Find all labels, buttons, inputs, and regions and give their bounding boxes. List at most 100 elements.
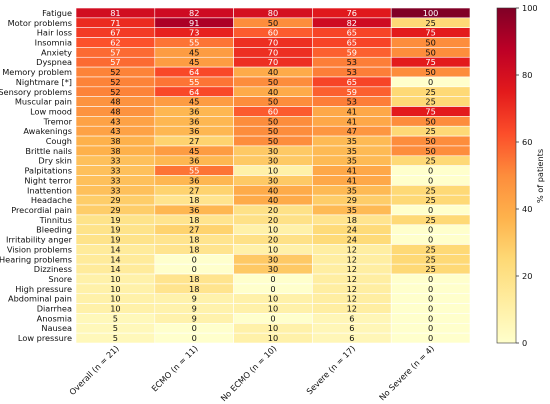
cell-value: 30 <box>268 156 278 166</box>
row-label: Dry skin <box>38 156 72 166</box>
cell-value: 53 <box>347 67 357 77</box>
row-label: Tremor <box>43 116 73 126</box>
colorbar: 0 20 40 60 80 100 % of patients <box>496 3 545 348</box>
cell-value: 41 <box>347 166 357 176</box>
row-label: Muscular pain <box>15 97 72 107</box>
row-label: Abdominal pain <box>8 294 72 304</box>
row-label: Nightmare [*] <box>16 77 72 87</box>
cell-value: 40 <box>268 185 278 195</box>
cell-value: 12 <box>347 244 357 254</box>
row-label: Headache <box>31 195 72 205</box>
cell-value: 0 <box>428 77 433 87</box>
cell-value: 5 <box>113 333 118 343</box>
cell-value: 0 <box>428 205 433 215</box>
cell-value: 50 <box>425 136 435 146</box>
row-label: Low pressure <box>18 333 72 343</box>
cell-value: 10 <box>268 244 278 254</box>
cell-value: 0 <box>192 254 197 264</box>
cell-value: 30 <box>268 264 278 274</box>
cell-value: 50 <box>268 18 278 28</box>
cell-value: 43 <box>110 126 120 136</box>
column-label: Severe (n = 17) <box>304 343 357 396</box>
cell-value: 65 <box>347 28 357 38</box>
cell-value: 41 <box>347 106 357 116</box>
cell-value: 71 <box>110 18 120 28</box>
row-label: Awakenings <box>23 126 72 136</box>
row-label: Cough <box>46 136 72 146</box>
cell-value: 65 <box>347 37 357 47</box>
cell-value: 33 <box>110 175 120 185</box>
cell-value: 36 <box>189 156 199 166</box>
cell-value: 75 <box>425 57 435 67</box>
cell-value: 12 <box>347 264 357 274</box>
cell-value: 0 <box>428 175 433 185</box>
row-label: Nausea <box>41 323 72 333</box>
cell-value: 50 <box>425 146 435 156</box>
column-label: Overall (n = 21) <box>67 343 121 397</box>
cell-value: 25 <box>425 156 435 166</box>
cell-value: 9 <box>192 294 197 304</box>
cell-value: 29 <box>110 195 120 205</box>
cell-value: 52 <box>110 87 120 97</box>
cell-value: 18 <box>189 244 199 254</box>
row-label: Palpitations <box>24 166 72 176</box>
row-label: Memory problem <box>2 67 72 77</box>
column-label: ECMO (n = 11) <box>149 343 199 393</box>
cell-value: 0 <box>428 274 433 284</box>
cell-value: 10 <box>110 294 120 304</box>
cell-value: 18 <box>189 195 199 205</box>
cell-value: 59 <box>347 47 357 57</box>
cell-value: 48 <box>110 97 120 107</box>
cell-value: 41 <box>347 175 357 185</box>
cell-value: 70 <box>268 47 278 57</box>
cell-value: 33 <box>110 166 120 176</box>
cell-value: 6 <box>349 313 354 323</box>
cell-value: 19 <box>110 215 120 225</box>
colorbar-label: % of patients <box>535 149 545 203</box>
cell-value: 6 <box>349 333 354 343</box>
cell-value: 50 <box>425 116 435 126</box>
row-label: Precordial pain <box>11 205 72 215</box>
row-label: Anxiety <box>41 47 72 57</box>
row-label: Dyspnea <box>36 57 72 67</box>
cell-value: 91 <box>189 18 199 28</box>
cell-value: 50 <box>425 37 435 47</box>
cell-value: 45 <box>189 57 199 67</box>
cell-value: 29 <box>347 195 357 205</box>
cell-value: 24 <box>347 235 357 245</box>
cell-value: 25 <box>425 97 435 107</box>
cell-value: 0 <box>428 284 433 294</box>
cell-value: 20 <box>268 205 278 215</box>
cell-value: 50 <box>268 77 278 87</box>
cell-value: 24 <box>347 225 357 235</box>
colorbar-tick-label: 40 <box>522 204 532 214</box>
cell-value: 25 <box>425 87 435 97</box>
colorbar-tick-label: 0 <box>522 338 527 348</box>
cell-value: 50 <box>425 67 435 77</box>
cell-value: 0 <box>428 323 433 333</box>
cell-value: 80 <box>268 8 278 18</box>
cell-value: 50 <box>268 126 278 136</box>
cell-value: 30 <box>268 254 278 264</box>
cell-value: 100 <box>423 8 439 18</box>
cell-value: 6 <box>349 323 354 333</box>
cell-value: 9 <box>192 304 197 314</box>
cell-value: 12 <box>347 274 357 284</box>
row-label: Motor problems <box>8 18 72 28</box>
cell-value: 25 <box>425 126 435 136</box>
cell-value: 0 <box>428 166 433 176</box>
cell-value: 14 <box>110 254 120 264</box>
cell-value: 0 <box>270 313 275 323</box>
cell-value: 29 <box>110 205 120 215</box>
cell-value: 45 <box>189 97 199 107</box>
cell-value: 0 <box>428 235 433 245</box>
cell-value: 12 <box>347 294 357 304</box>
cell-value: 35 <box>347 136 357 146</box>
row-label: Vision problems <box>7 244 72 254</box>
cell-value: 5 <box>113 313 118 323</box>
colorbar-tick-label: 20 <box>522 271 532 281</box>
cell-value: 18 <box>189 235 199 245</box>
cell-value: 27 <box>189 136 199 146</box>
